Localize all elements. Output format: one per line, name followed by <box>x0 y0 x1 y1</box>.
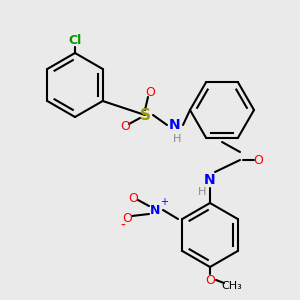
Text: O: O <box>122 212 132 224</box>
Text: Cl: Cl <box>68 34 82 47</box>
Text: H: H <box>198 187 206 197</box>
Text: O: O <box>145 86 155 100</box>
Text: O: O <box>205 274 215 286</box>
Text: N: N <box>204 173 216 187</box>
Text: O: O <box>120 121 130 134</box>
Text: H: H <box>173 134 181 144</box>
Text: CH₃: CH₃ <box>222 281 242 291</box>
Text: -: - <box>121 219 125 233</box>
Text: S: S <box>140 107 151 122</box>
Text: N: N <box>150 203 160 217</box>
Text: N: N <box>169 118 181 132</box>
Text: O: O <box>128 191 138 205</box>
Text: +: + <box>160 197 168 207</box>
Text: O: O <box>253 154 263 166</box>
